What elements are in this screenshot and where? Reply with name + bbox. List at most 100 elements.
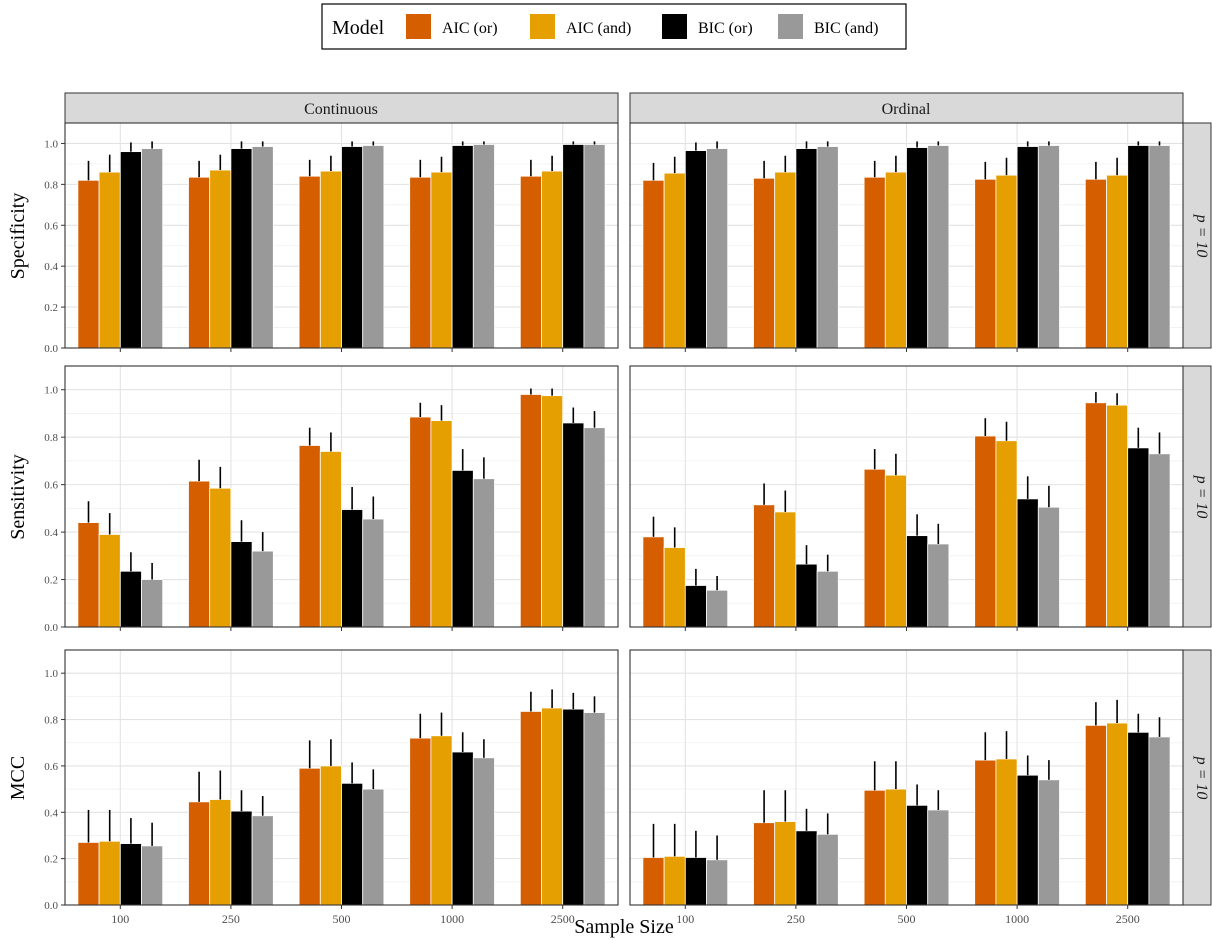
bar-aic-and-1000 — [995, 174, 1018, 349]
bar-aic-and-500 — [319, 451, 342, 628]
bar-bic-and-2500 — [583, 712, 606, 906]
bar-bic-or-250 — [795, 563, 818, 628]
xlabel: Sample Size — [574, 916, 674, 938]
bar-bic-and-2500 — [1148, 145, 1171, 349]
bar-aic-or-250 — [753, 822, 776, 906]
bar-bic-and-1000 — [472, 478, 495, 628]
x-tick-label: 500 — [898, 912, 916, 926]
row-strip-3-label: p = 10 — [1193, 756, 1210, 800]
legend-label-bic-and: BIC (and) — [814, 20, 878, 37]
y-tick-label: 0.8 — [44, 432, 58, 444]
bar-bic-or-1000 — [1016, 498, 1039, 628]
bar-bic-and-100 — [706, 589, 729, 628]
strip-continuous-bg — [64, 92, 619, 124]
bar-bic-or-1000 — [1016, 774, 1039, 906]
bar-aic-or-100 — [77, 179, 100, 349]
bar-aic-and-100 — [98, 171, 121, 349]
bar-bic-or-250 — [230, 148, 253, 349]
x-tick-label: 2500 — [1116, 912, 1140, 926]
bar-bic-and-250 — [816, 833, 839, 906]
bar-bic-or-100 — [684, 857, 707, 906]
bar-bic-or-1000 — [451, 145, 474, 349]
panels: 0.00.20.40.60.81.00.00.20.40.60.81.00.00… — [44, 122, 1184, 926]
bar-bic-and-1000 — [472, 144, 495, 349]
bar-bic-or-100 — [119, 843, 142, 906]
strip-ordinal-bg — [629, 92, 1184, 124]
bar-aic-or-500 — [863, 176, 886, 349]
bar-aic-and-100 — [663, 855, 686, 906]
legend-label-bic-or: BIC (or) — [698, 20, 753, 37]
bar-aic-or-100 — [642, 857, 665, 906]
bar-bic-and-500 — [927, 543, 950, 628]
bar-aic-or-2500 — [1084, 178, 1107, 349]
bar-bic-and-500 — [927, 145, 950, 349]
bar-aic-or-1000 — [974, 759, 997, 906]
panel-sensitivity-continuous: 0.0 0.2 0.4 0.6 0.8 1.0 — [44, 365, 619, 634]
y-tick-label: 0.2 — [44, 302, 58, 314]
bar-aic-or-1000 — [974, 178, 997, 349]
y-tick-label: 0.0 — [44, 900, 58, 912]
row-strips: p = 10 p = 10 p = 10 — [1182, 122, 1212, 906]
bar-bic-and-500 — [927, 809, 950, 906]
bar-bic-and-250 — [251, 550, 274, 628]
bar-aic-and-250 — [774, 821, 797, 906]
bar-aic-and-250 — [209, 169, 232, 349]
bar-bic-or-500 — [906, 804, 929, 906]
legend: Model AIC (or) AIC (and) BIC (or) BIC (a… — [321, 3, 907, 50]
bar-bic-and-2500 — [1148, 453, 1171, 628]
bar-bic-or-1000 — [451, 469, 474, 628]
x-tick-label: 1000 — [440, 912, 464, 926]
bar-aic-and-2500 — [1106, 722, 1129, 906]
bar-bic-or-2500 — [1127, 447, 1150, 628]
bar-aic-or-1000 — [409, 416, 432, 628]
row-strip-2-label: p = 10 — [1193, 475, 1210, 519]
bar-bic-and-250 — [251, 146, 274, 349]
bar-bic-or-2500 — [562, 708, 585, 906]
bar-bic-or-500 — [341, 509, 364, 628]
bar-aic-or-2500 — [519, 711, 542, 906]
bar-bic-and-1000 — [472, 757, 495, 906]
ylabel-sensitivity: Sensitivity — [7, 454, 29, 540]
bar-bic-or-250 — [795, 830, 818, 906]
y-tick-label: 0.4 — [44, 807, 58, 819]
bar-aic-and-500 — [319, 765, 342, 906]
bar-bic-or-100 — [119, 151, 142, 349]
bar-bic-and-500 — [362, 518, 385, 628]
y-tick-label: 1.0 — [44, 385, 58, 397]
bar-bic-or-500 — [341, 782, 364, 906]
bar-aic-and-1000 — [430, 735, 453, 906]
bar-bic-or-250 — [230, 541, 253, 628]
bar-aic-or-250 — [188, 480, 211, 628]
bar-aic-or-250 — [753, 504, 776, 628]
x-tick-label: 500 — [333, 912, 351, 926]
y-tick-label: 0.8 — [44, 179, 58, 191]
bar-bic-and-100 — [706, 859, 729, 906]
bar-bic-or-2500 — [562, 422, 585, 628]
y-tick-label: 0.2 — [44, 854, 58, 866]
bar-bic-or-500 — [341, 146, 364, 349]
bar-aic-and-250 — [774, 511, 797, 628]
bar-aic-or-2500 — [1084, 724, 1107, 906]
panel-mcc-continuous: 0.0 0.2 0.4 0.6 0.8 1.0 100 250 500 1000 2500 — [44, 649, 619, 926]
bar-aic-and-500 — [319, 170, 342, 349]
panel-mcc-ordinal: 100 250 500 1000 2500 — [629, 649, 1184, 926]
bar-bic-and-100 — [706, 148, 729, 349]
bar-aic-or-100 — [642, 179, 665, 349]
bar-bic-and-2500 — [583, 427, 606, 628]
y-tick-label: 1.0 — [44, 668, 58, 680]
bar-bic-and-250 — [816, 146, 839, 349]
legend-title: Model — [332, 17, 385, 39]
column-strips: Continuous Ordinal — [64, 92, 1184, 124]
x-tick-label: 100 — [676, 912, 694, 926]
bar-aic-or-250 — [753, 177, 776, 349]
bar-bic-or-100 — [684, 585, 707, 628]
bar-aic-and-2500 — [1106, 174, 1129, 349]
bar-aic-and-100 — [663, 172, 686, 349]
bar-aic-and-500 — [884, 788, 907, 906]
legend-label-aic-and: AIC (and) — [566, 20, 631, 37]
y-tick-label: 0.6 — [44, 220, 58, 232]
bar-aic-or-250 — [188, 801, 211, 906]
bar-aic-or-250 — [188, 176, 211, 349]
panel-specificity-continuous: 0.0 0.2 0.4 0.6 0.8 1.0 — [44, 122, 619, 355]
